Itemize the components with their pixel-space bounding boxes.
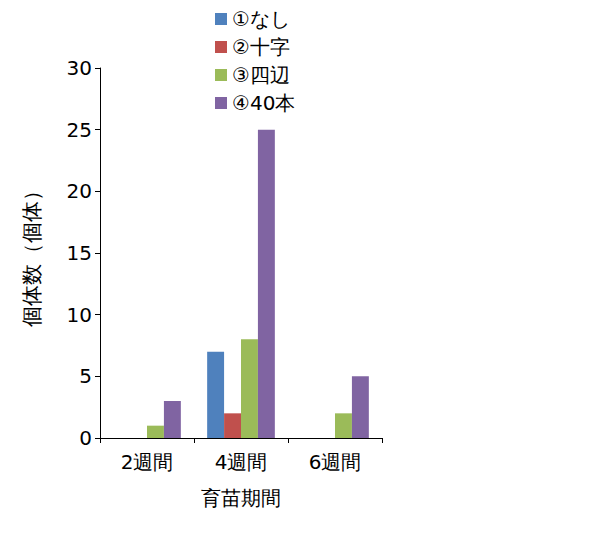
svg-text:②十字: ②十字 [232,35,290,59]
svg-text:①なし: ①なし [232,7,290,31]
svg-text:15: 15 [67,241,92,265]
svg-text:④40本: ④40本 [232,91,295,115]
svg-text:6週間: 6週間 [309,450,362,474]
svg-text:5: 5 [79,364,92,388]
svg-text:25: 25 [67,118,92,142]
svg-text:4週間: 4週間 [215,450,268,474]
svg-text:育苗期間: 育苗期間 [201,486,281,510]
svg-text:③四辺: ③四辺 [232,63,290,87]
svg-text:2週間: 2週間 [121,450,174,474]
svg-text:個体数（個体）: 個体数（個体） [20,180,44,327]
svg-text:0: 0 [79,426,92,450]
svg-text:30: 30 [67,56,92,80]
svg-text:10: 10 [67,303,92,327]
svg-text:20: 20 [67,179,92,203]
